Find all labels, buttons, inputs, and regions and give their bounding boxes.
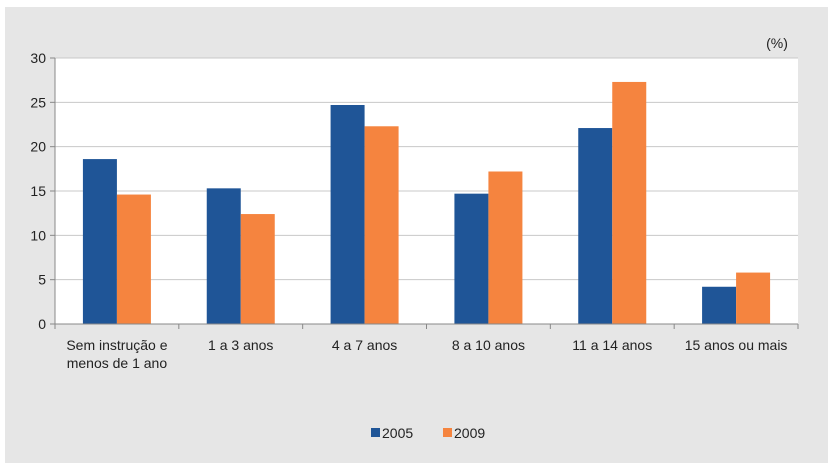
y-tick-label: 10 [30,227,46,243]
x-tick-label: 4 a 7 anos [332,337,397,353]
bar-2009-0 [116,194,151,324]
legend-swatch-2009 [443,428,452,437]
bar-2005-5 [702,286,737,324]
bar-2009-2 [364,126,399,324]
legend-label-2009: 2009 [454,425,485,441]
x-tick-label: 11 a 14 anos [572,337,652,353]
axis-layer: 0 5 10 15 20 25 30 Sem instrução e menos de 1 an… [30,50,799,371]
bar-2005-0 [82,159,117,324]
x-tick-label: 1 a 3 anos [208,337,273,353]
x-tick-label: 15 anos ou mais [685,337,788,353]
bar-2005-2 [330,104,365,324]
y-tick-label: 15 [30,183,46,199]
legend-swatch-2005 [371,428,380,437]
chart-svg: 0 5 10 15 20 25 30 Sem instrução e menos de 1 an… [30,35,799,441]
bar-2009-3 [488,171,523,324]
y-tick-label: 30 [30,50,46,66]
bar-2005-3 [454,193,489,324]
y-tick-label: 5 [38,272,46,288]
x-tick-label: Sem instrução e [66,337,167,353]
y-tick-label: 0 [38,316,46,332]
grid-layer [55,57,798,281]
bar-2009-1 [240,214,275,324]
y-tick-label: 25 [30,94,46,110]
bar-2005-1 [206,188,241,324]
bar-2009-4 [612,81,647,324]
unit-label: (%) [766,35,788,51]
bars-layer [82,81,771,324]
x-tick-label: 8 a 10 anos [452,337,525,353]
x-tick-label: menos de 1 ano [67,355,168,371]
legend-label-2005: 2005 [382,425,413,441]
bar-2005-4 [578,128,613,324]
legend: 2005 2009 [371,425,485,441]
bar-2009-5 [736,272,771,324]
chart-frame: 0 5 10 15 20 25 30 Sem instrução e menos de 1 an… [5,7,828,463]
y-tick-label: 20 [30,139,46,155]
